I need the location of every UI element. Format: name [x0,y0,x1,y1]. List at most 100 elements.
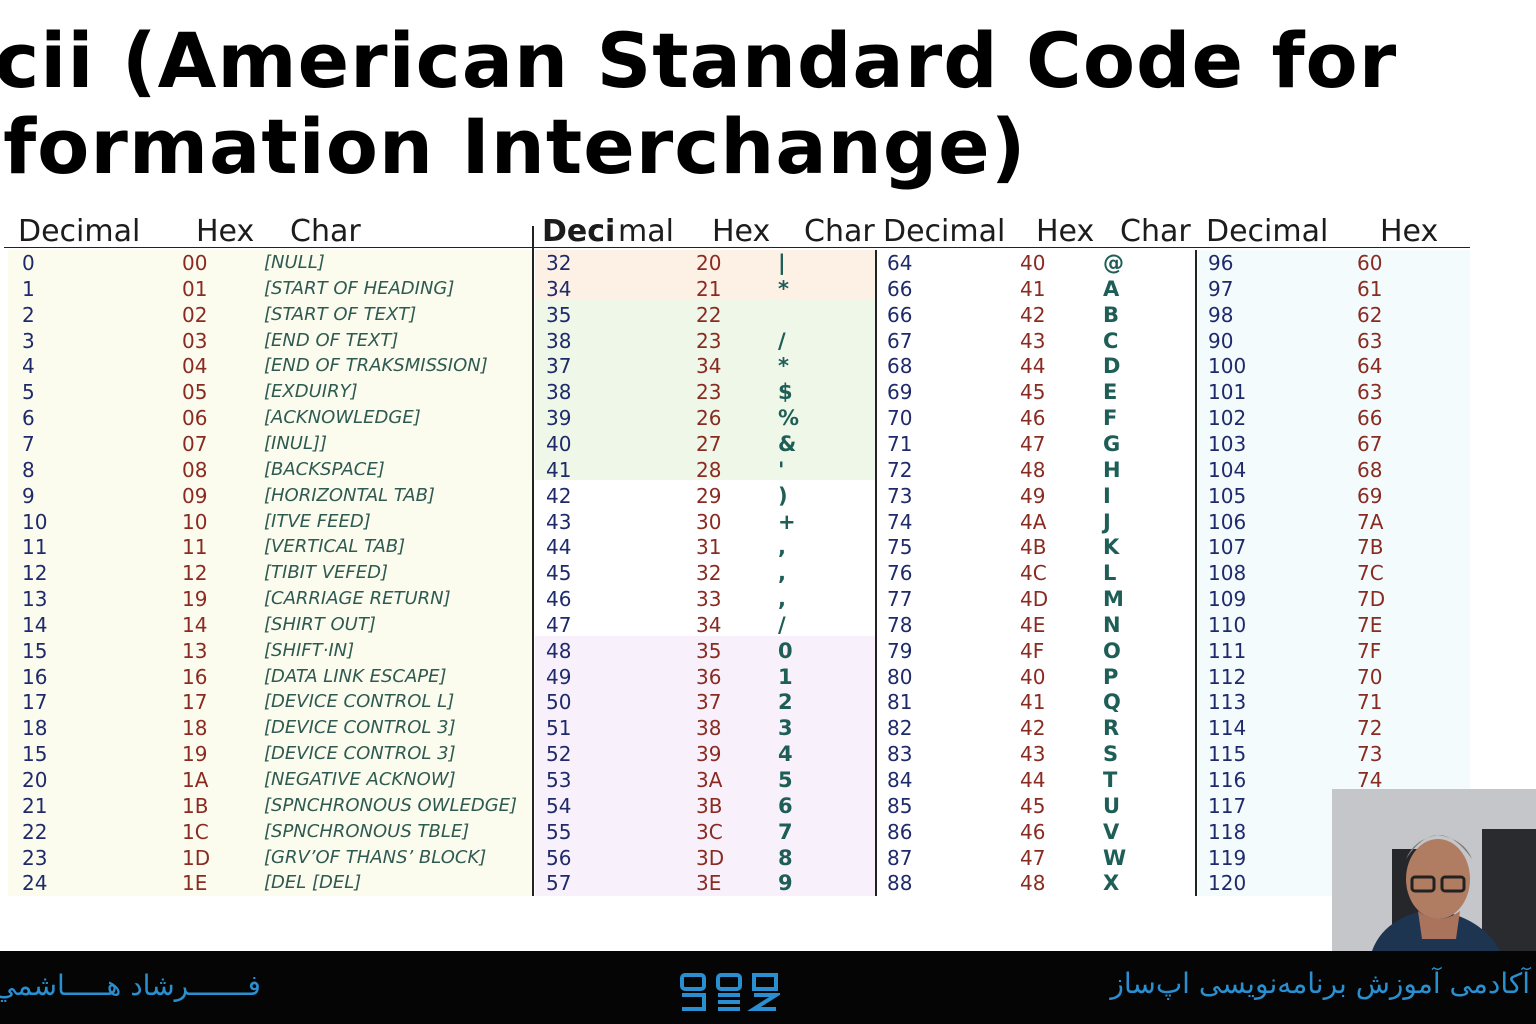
panel3-decimal-cell: 74 [887,509,913,534]
panel3-decimal-cell: 67 [887,328,913,353]
panel3-char-cell: E [1103,380,1118,405]
panel1-decimal-cell: 15 [22,742,48,767]
panel3-char-cell: P [1103,664,1119,689]
panel1-char-cell: [VERTICAL TAB] [264,536,406,558]
p3-header-decimal: Decimal [883,214,1006,249]
panel1-char-cell: [SHIFT·IN] [264,639,355,661]
panel3-decimal-cell: 68 [887,354,913,379]
panel4-hex-cell: 74 [1357,768,1383,792]
panel1-hex-cell: 1E [182,871,208,896]
panel4-hex-cell: 67 [1357,431,1383,456]
panel3-char-cell: J [1103,509,1111,534]
panel3-hex-cell: 4C [1020,561,1047,586]
panel3-decimal-cell: 66 [887,276,913,301]
p2-header-decimal-bold: Deci [542,214,616,249]
panel1-decimal-cell: 15 [22,638,48,663]
presenter-name: فـــــــرشاد هـــــاشمي [0,969,261,1002]
panel3-char-cell: T [1103,768,1118,792]
panel2-hex-cell: 3D [696,845,725,870]
panel1-decimal-cell: 17 [22,690,48,715]
panel4-decimal-cell: 104 [1208,457,1247,482]
panel3-char-cell: F [1103,406,1118,431]
panel3-hex-cell: 45 [1020,793,1046,818]
panel2-char-cell: ' [778,457,785,482]
panel1-hex-cell: 18 [182,716,208,741]
panel2-char-cell: | [778,251,786,275]
panel2-char-cell: 1 [778,664,793,689]
header-rule [4,247,1470,248]
panel2-decimal-cell: 54 [546,793,572,818]
panel1-char-cell: [SPNCHRONOUS TBLE] [264,820,470,842]
panel2-decimal-cell: 43 [546,509,572,534]
panel1-decimal-cell: 6 [22,406,35,431]
panel2-hex-cell: 28 [696,457,722,482]
title-line-2: nformation Interchange) [0,102,1027,191]
panel2-hex-cell: 34 [696,612,722,637]
panel2-hex-cell: 37 [696,690,722,715]
panel1-char-cell: [CARRIAGE RETURN] [264,588,451,610]
panel2-char-cell: / [778,328,786,353]
panel3-decimal-cell: 75 [887,535,913,560]
panel3-decimal-cell: 72 [887,457,913,482]
panel1-hex-cell: 14 [182,612,208,637]
panel4-decimal-cell: 98 [1208,302,1234,327]
panel4-hex-cell: 7E [1357,612,1383,637]
panel1-decimal-cell: 20 [22,768,48,792]
panel1-hex-cell: 11 [182,535,208,560]
panel1-decimal-cell: 18 [22,716,48,741]
panel3-hex-cell: 46 [1020,819,1046,844]
divider-2 [875,250,877,896]
panel3-hex-cell: 45 [1020,380,1046,405]
panel3-char-cell: B [1103,302,1120,327]
panel3-hex-cell: 41 [1020,276,1046,301]
panel2-char-cell: 3 [778,716,793,741]
panel3-char-cell: @ [1103,251,1124,275]
panel3-char-cell: S [1103,742,1119,767]
panel1-hex-cell: 04 [182,354,208,379]
panel3-decimal-cell: 80 [887,664,913,689]
panel4-hex-cell: 7B [1357,535,1384,560]
panel2-decimal-cell: 41 [546,457,572,482]
panel2-hex-cell: 31 [696,535,722,560]
panel2-decimal-cell: 53 [546,768,572,792]
panel4-decimal-cell: 90 [1208,328,1234,353]
divider-1 [532,226,534,896]
panel4-decimal-cell: 107 [1208,535,1247,560]
panel1-decimal-cell: 11 [22,535,48,560]
panel4-hex-cell: 72 [1357,716,1383,741]
panel1-char-cell: [NULL] [264,252,325,273]
p1-header-char: Char [290,214,361,249]
panel4-decimal-cell: 96 [1208,251,1234,275]
panel3-decimal-cell: 69 [887,380,913,405]
panel1-decimal-cell: 10 [22,509,48,534]
panel4-hex-cell: 66 [1357,406,1383,431]
panel4-hex-cell: 63 [1357,380,1383,405]
panel3-decimal-cell: 64 [887,251,913,275]
panel1-hex-cell: 17 [182,690,208,715]
panel4-background [1198,250,1470,896]
panel2-decimal-cell: 32 [546,251,572,275]
panel2-hex-cell: 23 [696,380,722,405]
panel2-hex-cell: 23 [696,328,722,353]
panel1-char-cell: [START OF TEXT] [264,303,417,325]
panel1-decimal-cell: 2 [22,302,35,327]
panel1-char-cell: [DEL [DEL] [264,872,362,894]
panel4-decimal-cell: 105 [1208,483,1247,508]
panel3-hex-cell: 47 [1020,431,1046,456]
panel1-decimal-cell: 8 [22,457,35,482]
p3-header-char: Char [1120,214,1191,249]
panel1-decimal-cell: 16 [22,664,48,689]
panel1-decimal-cell: 4 [22,354,35,379]
panel1-hex-cell: 05 [182,380,208,405]
panel3-decimal-cell: 81 [887,690,913,715]
panel3-decimal-cell: 84 [887,768,913,792]
panel4-hex-cell: 7C [1357,561,1384,586]
panel4-decimal-cell: 119 [1208,845,1247,870]
panel2-hex-cell: 3C [696,819,723,844]
panel3-hex-cell: 43 [1020,328,1046,353]
panel3-decimal-cell: 71 [887,431,913,456]
divider-3 [1195,250,1197,896]
panel3-char-cell: I [1103,483,1111,508]
panel3-hex-cell: 44 [1020,768,1046,792]
panel1-char-cell: [EXDUIRY] [264,381,358,403]
